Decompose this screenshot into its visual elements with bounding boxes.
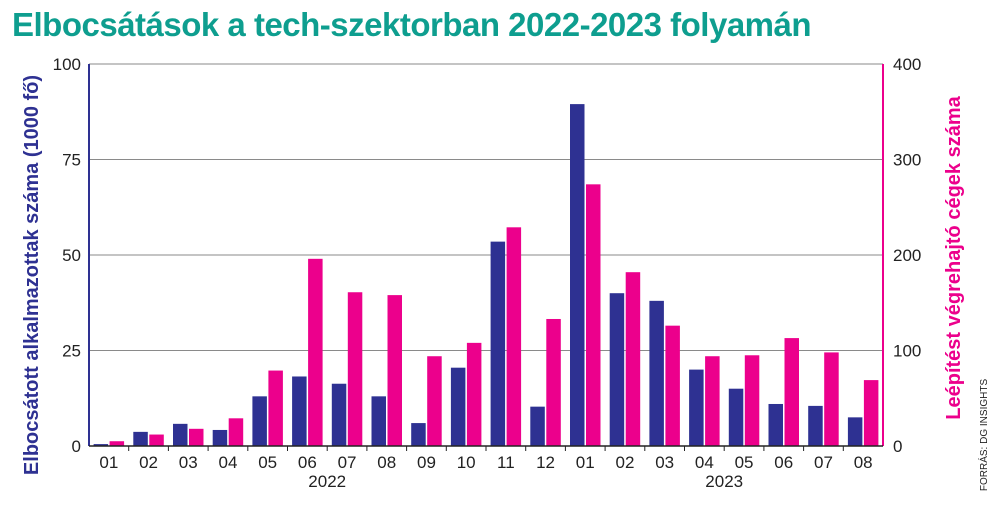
bar-employees-15 <box>689 369 704 446</box>
bar-companies-6 <box>347 292 363 446</box>
bar-companies-4 <box>268 370 283 446</box>
bar-employees-11 <box>530 406 545 446</box>
x-tick-label: 12 <box>536 453 555 472</box>
x-tick-label: 11 <box>497 453 515 472</box>
left-tick-label: 0 <box>72 437 81 456</box>
bar-companies-15 <box>705 356 720 446</box>
x-tick-label: 08 <box>854 453 873 472</box>
bar-employees-2 <box>173 423 188 446</box>
bar-employees-19 <box>847 417 863 446</box>
x-tick-label: 04 <box>218 453 237 472</box>
bar-companies-18 <box>824 352 839 446</box>
x-tick-labels: 01 02 03 04 05 06 07 08 09 10 11 12 01 02 03 04 05 06 07 08 <box>99 446 873 472</box>
bar-employees-5 <box>292 376 307 446</box>
x-tick-label: 07 <box>814 453 833 472</box>
y-axis-left-title: Elbocsátott alkalmazottak száma (1000 fő… <box>21 75 43 475</box>
bar-companies-16 <box>744 355 760 446</box>
source-note: FORRÁS: DG INSIGHTS <box>977 379 990 492</box>
bar-companies-8 <box>427 356 442 446</box>
x-tick-label: 01 <box>576 453 595 472</box>
x-tick-label: 04 <box>695 453 714 472</box>
bar-employees-12 <box>570 104 585 447</box>
right-tick-label: 100 <box>893 342 921 361</box>
bar-companies-5 <box>308 258 323 446</box>
bar-companies-0 <box>109 441 125 446</box>
bar-companies-2 <box>189 428 204 446</box>
x-tick-label: 05 <box>258 453 277 472</box>
right-tick-label: 300 <box>893 151 921 170</box>
right-tick-label: 200 <box>893 246 921 265</box>
bar-employees-3 <box>212 429 228 446</box>
bar-employees-9 <box>450 367 466 446</box>
bar-employees-1 <box>133 431 148 446</box>
left-tick-label: 25 <box>62 342 81 361</box>
left-tick-label: 75 <box>62 151 81 170</box>
bar-employees-16 <box>728 388 744 446</box>
bar-employees-7 <box>371 396 386 446</box>
bar-companies-11 <box>546 318 561 446</box>
bar-employees-10 <box>490 241 506 446</box>
left-tick-label: 50 <box>62 246 81 265</box>
bar-companies-7 <box>387 295 402 446</box>
bar-employees-6 <box>331 383 347 446</box>
x-tick-label: 03 <box>655 453 674 472</box>
right-tick-labels: 0 100 200 300 400 <box>893 55 921 456</box>
x-tick-label: 10 <box>457 453 476 472</box>
bar-companies-14 <box>665 325 680 446</box>
y-axis-right-title: Leépítést végrehajtó cégek száma <box>943 95 965 419</box>
x-tick-label: 09 <box>417 453 436 472</box>
bar-employees-14 <box>649 300 664 446</box>
x-tick-label: 07 <box>338 453 357 472</box>
x-tick-label: 02 <box>615 453 634 472</box>
year-labels: 2022 2023 <box>308 472 743 491</box>
right-tick-label: 400 <box>893 55 921 74</box>
bar-companies-10 <box>506 227 522 446</box>
x-tick-label: 08 <box>377 453 396 472</box>
bar-employees-0 <box>93 444 109 446</box>
bar-companies-17 <box>784 338 799 446</box>
x-tick-label: 03 <box>179 453 198 472</box>
x-tick-label: 01 <box>99 453 118 472</box>
x-tick-label: 06 <box>774 453 793 472</box>
gridlines <box>89 63 883 447</box>
bar-employees-13 <box>609 293 625 446</box>
bar-companies-12 <box>586 184 601 446</box>
bar-companies-3 <box>228 418 244 446</box>
bar-employees-18 <box>808 405 823 446</box>
bar-employees-4 <box>252 396 267 446</box>
bar-companies-13 <box>625 272 641 446</box>
left-tick-label: 100 <box>53 55 81 74</box>
chart-title: Elbocsátások a tech-szektorban 2022-2023… <box>12 6 812 43</box>
bar-employees-17 <box>768 403 783 446</box>
x-tick-label: 02 <box>139 453 158 472</box>
bar-companies-9 <box>466 342 482 446</box>
bar-companies-19 <box>863 380 879 446</box>
bar-employees-8 <box>411 423 426 446</box>
bars <box>93 104 879 447</box>
year-label: 2023 <box>705 472 743 491</box>
bar-companies-1 <box>149 434 164 446</box>
right-tick-label: 0 <box>893 437 902 456</box>
year-label: 2022 <box>308 472 346 491</box>
x-tick-label: 06 <box>298 453 317 472</box>
left-tick-labels: 0 25 50 75 100 <box>53 55 81 456</box>
x-tick-label: 05 <box>735 453 754 472</box>
